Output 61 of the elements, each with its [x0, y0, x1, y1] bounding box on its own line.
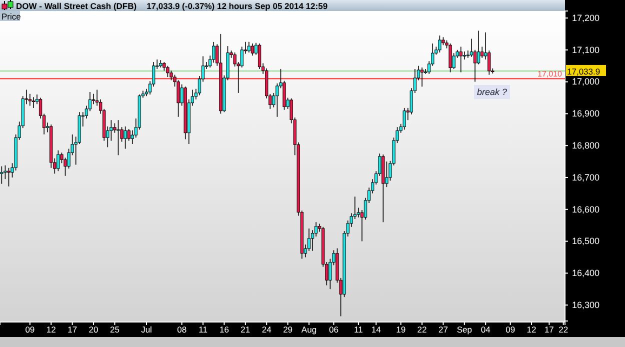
x-tick-label: 12: [526, 324, 537, 335]
x-tick-label: 04: [480, 324, 491, 335]
candlestick: [7, 168, 10, 187]
ref-line-label: 17,033.9: [567, 66, 600, 76]
x-tick-label: Jul: [141, 324, 152, 335]
y-tick-label: 16,900: [572, 108, 600, 119]
candlestick: [420, 67, 424, 87]
x-tick-label: 14: [371, 324, 382, 335]
candlestick: [459, 46, 462, 73]
candlestick: [462, 51, 466, 60]
candlestick: [124, 126, 127, 150]
candlestick: [92, 94, 96, 105]
x-tick-label: Aug: [301, 324, 317, 335]
candlestick: [28, 94, 32, 106]
y-tick-label: 16,700: [572, 172, 600, 182]
candlestick: [247, 42, 251, 53]
x-tick-label: 09: [506, 324, 516, 335]
x-tick-label: 08: [177, 324, 187, 335]
x-tick-label: Sep: [456, 324, 472, 335]
x-tick-label: 06: [328, 324, 339, 335]
y-tick-label: 17,200: [572, 12, 600, 23]
candlestick: [116, 120, 120, 156]
x-tick-label: 24: [262, 324, 272, 335]
candlestick: [166, 65, 170, 78]
chart-subtitle: 17,033.9 (-0.37%) 12 hours Sep 05 2014 12:59: [146, 1, 328, 11]
x-tick-label: 12: [46, 324, 56, 335]
y-tick-label: 16,300: [572, 300, 600, 310]
x-tick-label: 20: [88, 324, 99, 335]
x-tick-label: 11: [354, 324, 364, 335]
x-tick-label: 29: [283, 324, 293, 335]
candlestick: [250, 43, 254, 56]
y-tick-label: 16,800: [572, 140, 600, 150]
candlestick: [476, 30, 480, 65]
candlestick: [438, 35, 442, 53]
annotation: break ?: [476, 87, 508, 97]
candlestick: [448, 43, 452, 73]
x-tick-label: 11: [198, 324, 208, 335]
chart-title: DOW - Wall Street Cash (DFB): [16, 1, 137, 11]
y-axis-title: Price: [2, 12, 22, 22]
candlestick: [212, 42, 216, 64]
x-tick-label: 21: [240, 324, 250, 335]
x-tick-label: 17: [544, 324, 554, 335]
y-tick-label: 17,100: [572, 44, 600, 55]
candlestick: [56, 150, 60, 172]
x-tick-label: 17: [68, 324, 78, 335]
x-tick-label: 22: [417, 324, 428, 335]
x-tick-label: 27: [438, 324, 448, 335]
y-tick-label: 16,400: [572, 268, 600, 278]
ref-line-label: 17,010: [538, 70, 563, 79]
x-tick-label: 16: [219, 324, 230, 335]
x-tick-label: 19: [396, 324, 406, 335]
candlestick: [127, 128, 130, 142]
y-tick-label: 16,600: [572, 204, 600, 214]
y-tick-label: 16,500: [572, 236, 600, 246]
x-tick-label: 22: [558, 324, 568, 335]
x-tick-label: 09: [25, 324, 35, 335]
y-tick-label: 17,000: [572, 76, 600, 87]
x-tick-label: 25: [110, 324, 120, 335]
candlestick: [0, 166, 4, 184]
candlestick: [32, 96, 36, 108]
candlestick: [402, 108, 406, 130]
